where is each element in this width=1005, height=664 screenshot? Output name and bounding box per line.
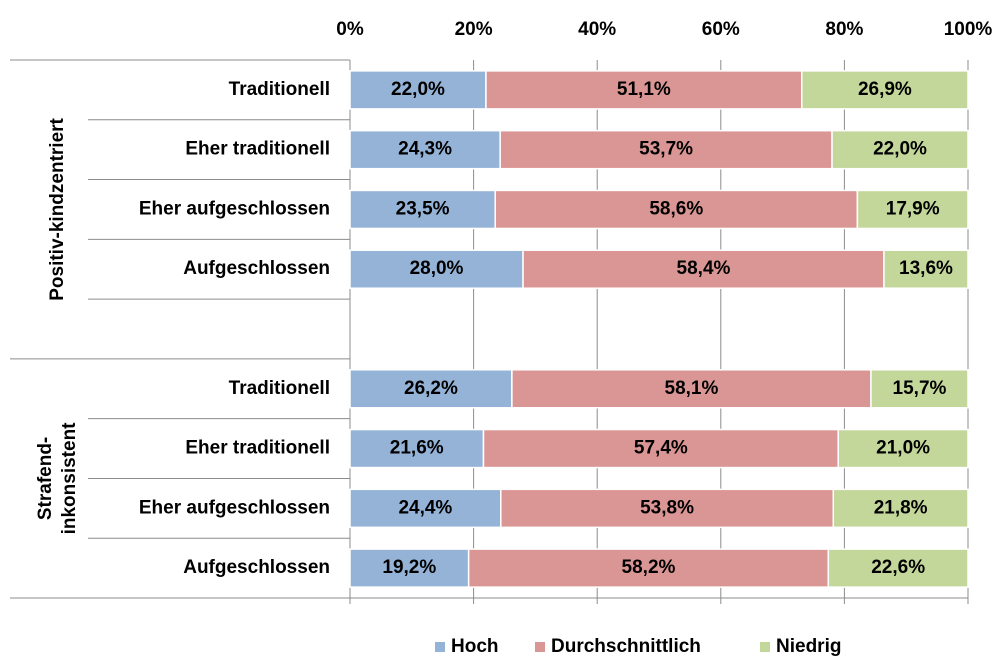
data-label: 15,7% [893, 378, 947, 399]
legend-swatch [535, 642, 545, 652]
bar-segment [801, 70, 969, 110]
bar-segment [349, 488, 502, 529]
data-label: 21,8% [874, 497, 928, 518]
y-tick-label: Aufgeschlossen [183, 258, 330, 279]
x-tick-label: 20% [455, 19, 493, 40]
data-label: 22,6% [871, 557, 925, 578]
x-tick-label: 0% [336, 19, 364, 40]
data-label: 17,9% [886, 198, 940, 219]
data-label: 24,4% [398, 497, 452, 518]
data-label: 28,0% [410, 258, 464, 279]
group-label-line: Positiv-kindzentriert [47, 117, 68, 300]
bar-segment [883, 249, 969, 289]
data-label: 58,1% [665, 378, 719, 399]
y-tick-label: Aufgeschlossen [183, 557, 330, 578]
data-label: 21,6% [390, 438, 444, 459]
x-tick-label: 60% [702, 19, 740, 40]
data-label: 13,6% [899, 258, 953, 279]
y-tick-label: Eher traditionell [185, 438, 330, 459]
bar-segment [485, 70, 803, 110]
data-label: 58,6% [649, 198, 703, 219]
y-tick-label: Eher aufgeschlossen [139, 497, 330, 518]
data-label: 23,5% [396, 198, 450, 219]
bar-segment [511, 369, 872, 409]
bar-segment [870, 369, 969, 409]
legend-label: Niedrig [776, 636, 841, 657]
x-tick-label: 100% [944, 19, 993, 40]
data-label: 57,4% [634, 438, 688, 459]
bar-segment [832, 488, 969, 529]
legend-label: Durchschnittlich [551, 636, 701, 657]
y-tick-label: Traditionell [229, 79, 330, 100]
data-label: 26,9% [858, 79, 912, 100]
data-label: 58,4% [677, 258, 731, 279]
bar-segment [349, 548, 470, 588]
group-label-line: Strafend- [35, 437, 56, 520]
data-label: 19,2% [382, 557, 436, 578]
legend-label: Hoch [451, 636, 499, 657]
bar-segment [837, 428, 969, 469]
bar-segment [349, 129, 501, 170]
data-label: 53,7% [639, 139, 693, 160]
legend-swatch [760, 642, 770, 652]
y-tick-label: Eher traditionell [185, 139, 330, 160]
data-label: 24,3% [398, 139, 452, 160]
group-label-line: inkonsistent [59, 422, 80, 535]
bar-segment [349, 189, 496, 230]
group-label: Positiv-kindzentriert [47, 117, 68, 300]
data-label: 22,0% [873, 139, 927, 160]
bar-segment [831, 129, 969, 170]
y-tick-label: Eher aufgeschlossen [139, 198, 330, 219]
data-label: 26,2% [404, 378, 458, 399]
bar-segment [827, 548, 969, 588]
bar-segment [349, 369, 513, 409]
x-tick-label: 40% [578, 19, 616, 40]
bar-segment [349, 70, 487, 110]
bar-segment [499, 129, 833, 170]
bar-segment [349, 428, 485, 469]
data-label: 22,0% [391, 79, 445, 100]
data-label: 51,1% [617, 79, 671, 100]
bar-segment [522, 249, 885, 289]
bar-segment [349, 249, 524, 289]
y-tick-label: Traditionell [229, 378, 330, 399]
data-label: 58,2% [622, 557, 676, 578]
legend-swatch [435, 642, 445, 652]
bar-segment [856, 189, 969, 230]
group-label: Strafend-inkonsistent [35, 422, 80, 535]
x-tick-label: 80% [825, 19, 863, 40]
data-label: 53,8% [640, 497, 694, 518]
data-label: 21,0% [876, 438, 930, 459]
bar-segment [467, 548, 830, 588]
